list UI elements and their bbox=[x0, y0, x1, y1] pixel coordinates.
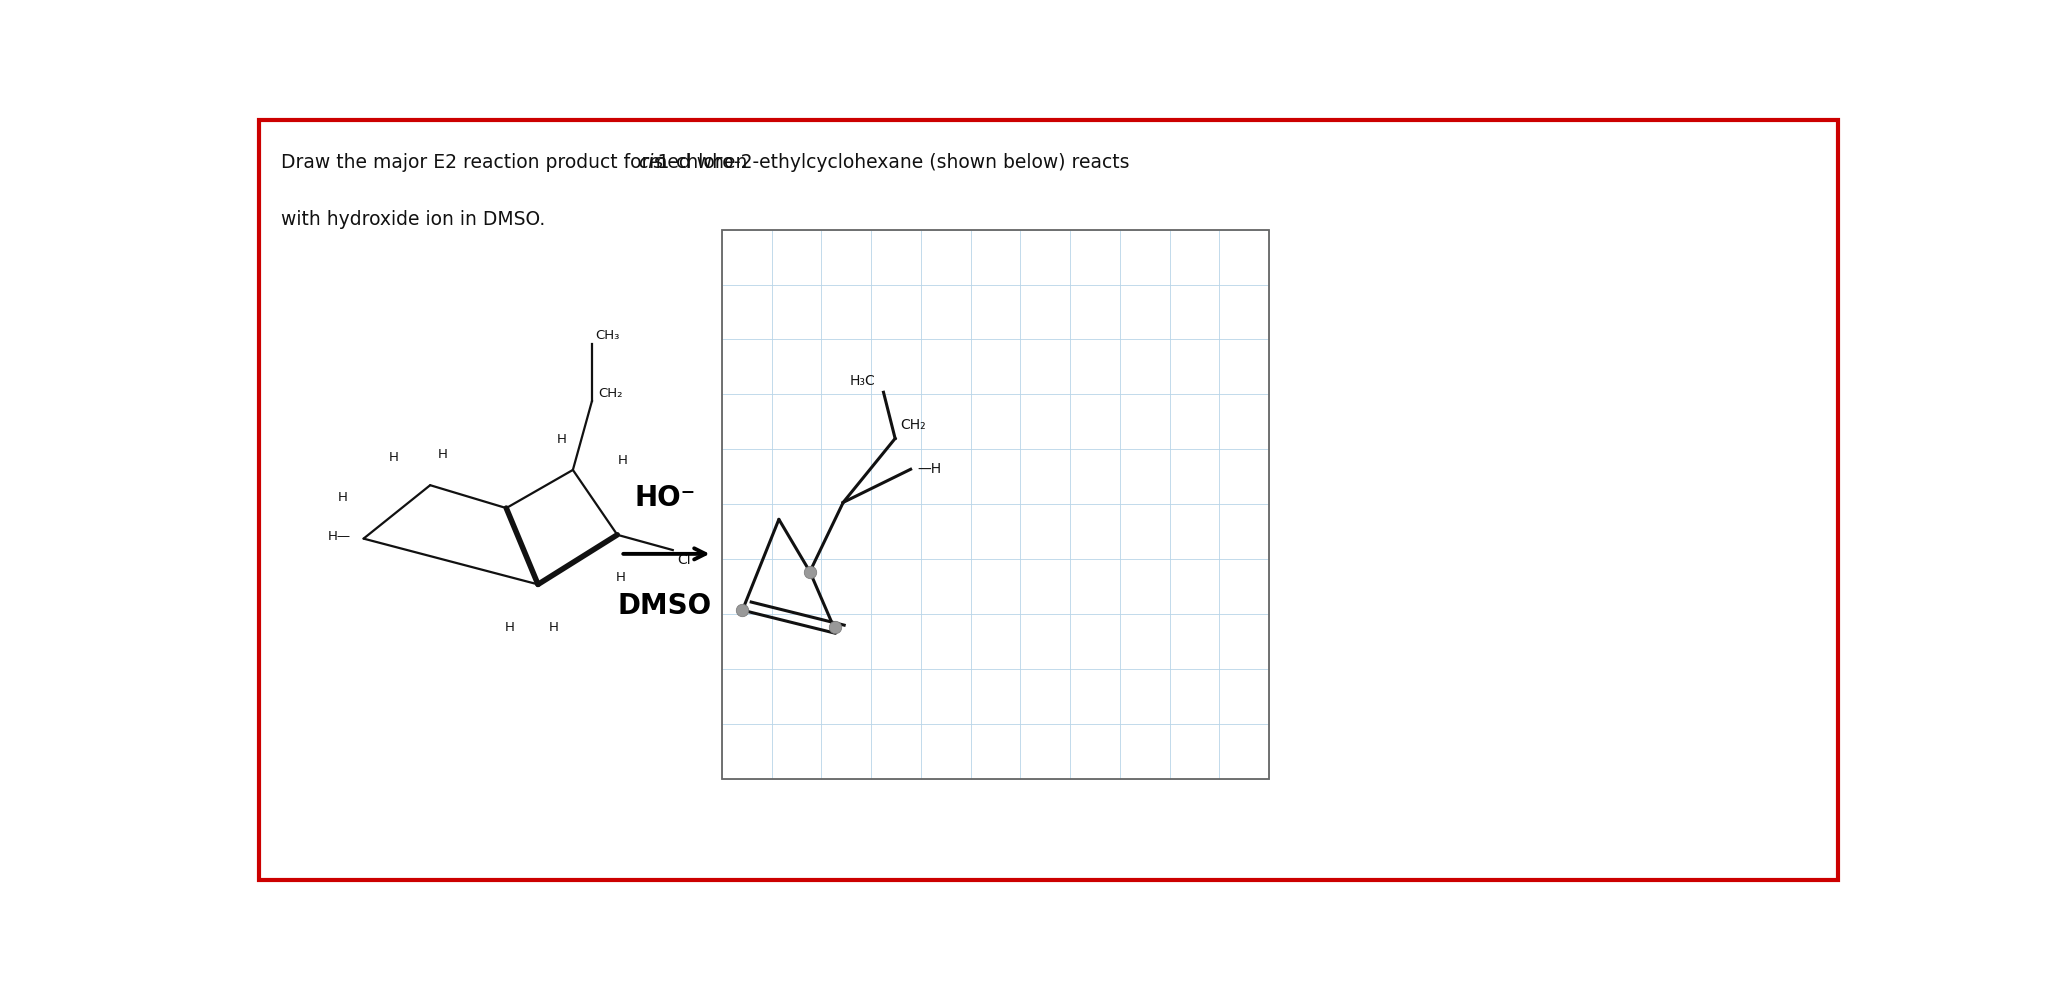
Text: H: H bbox=[548, 621, 559, 634]
Text: —H: —H bbox=[917, 462, 941, 477]
Text: H: H bbox=[618, 454, 628, 468]
Text: H: H bbox=[505, 621, 514, 634]
Text: CH₂: CH₂ bbox=[900, 418, 925, 432]
Bar bbox=[722, 230, 1269, 779]
Text: DMSO: DMSO bbox=[618, 592, 712, 620]
Text: with hydroxide ion in DMSO.: with hydroxide ion in DMSO. bbox=[280, 210, 546, 230]
Text: CH₃: CH₃ bbox=[595, 329, 620, 343]
Text: cis: cis bbox=[638, 154, 663, 172]
Text: H: H bbox=[389, 451, 399, 464]
Text: -1-chloro-2-ethylcyclohexane (shown below) reacts: -1-chloro-2-ethylcyclohexane (shown belo… bbox=[651, 154, 1129, 172]
Text: H—: H— bbox=[327, 530, 352, 543]
Text: Draw the major E2 reaction product formed when: Draw the major E2 reaction product forme… bbox=[280, 154, 753, 172]
Text: H: H bbox=[557, 432, 567, 446]
Text: CH₂: CH₂ bbox=[597, 386, 622, 399]
Text: HO⁻: HO⁻ bbox=[634, 484, 696, 512]
Text: H: H bbox=[338, 492, 348, 504]
Text: H₃C: H₃C bbox=[849, 375, 876, 388]
Bar bbox=[722, 230, 1269, 779]
Text: Cl: Cl bbox=[677, 553, 692, 567]
Text: H: H bbox=[616, 572, 626, 585]
Text: H: H bbox=[438, 448, 448, 461]
